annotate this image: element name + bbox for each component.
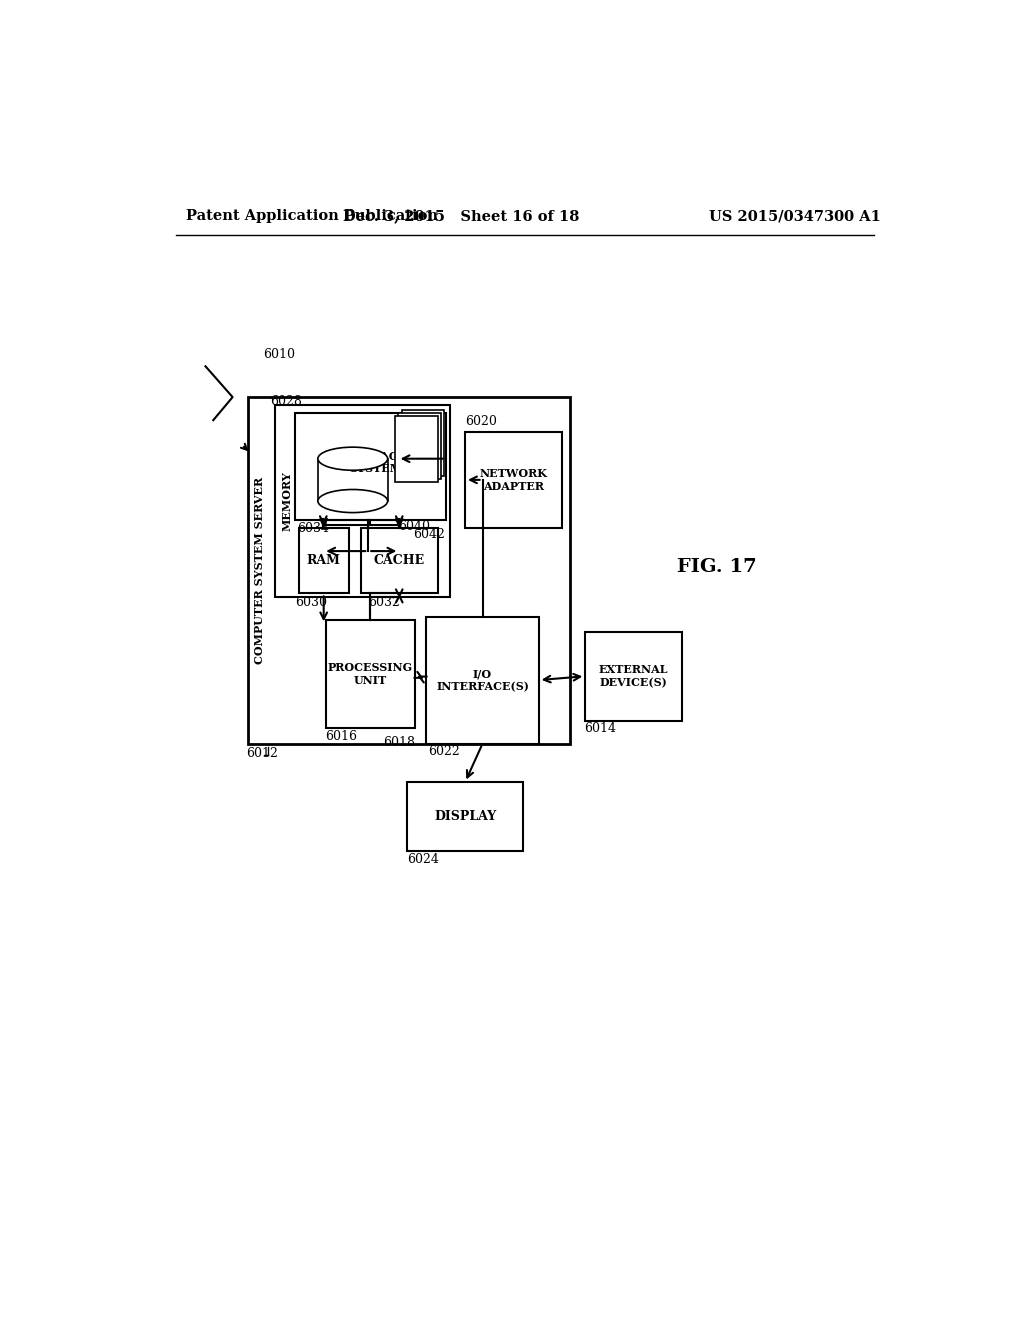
Text: Dec. 3, 2015   Sheet 16 of 18: Dec. 3, 2015 Sheet 16 of 18 xyxy=(343,209,580,223)
Text: 6010: 6010 xyxy=(263,348,296,362)
Bar xyxy=(275,405,450,598)
Bar xyxy=(407,781,523,851)
Text: 6018: 6018 xyxy=(383,737,415,748)
Text: COMPUTER SYSTEM SERVER: COMPUTER SYSTEM SERVER xyxy=(254,477,265,664)
Text: FIG. 17: FIG. 17 xyxy=(677,557,757,576)
Bar xyxy=(398,413,441,479)
Text: 6016: 6016 xyxy=(326,730,357,743)
Text: 6030: 6030 xyxy=(295,595,327,609)
Text: 6042: 6042 xyxy=(414,528,445,541)
Text: STORAGE
SYSTEM: STORAGE SYSTEM xyxy=(345,450,407,474)
Bar xyxy=(295,413,445,520)
Text: 6022: 6022 xyxy=(428,744,460,758)
Text: NETWORK
ADAPTER: NETWORK ADAPTER xyxy=(479,469,548,492)
Text: 6028: 6028 xyxy=(270,395,302,408)
Bar xyxy=(586,632,682,721)
Bar xyxy=(395,416,438,482)
Text: 6012: 6012 xyxy=(247,747,279,760)
Bar xyxy=(299,528,349,594)
Bar xyxy=(401,411,444,475)
Text: 6034: 6034 xyxy=(297,521,329,535)
Text: Patent Application Publication: Patent Application Publication xyxy=(186,209,438,223)
Text: 6020: 6020 xyxy=(465,414,497,428)
Text: 6024: 6024 xyxy=(407,853,439,866)
Bar xyxy=(360,528,438,594)
Text: I/O
INTERFACE(S): I/O INTERFACE(S) xyxy=(436,668,529,692)
Text: PROCESSING
UNIT: PROCESSING UNIT xyxy=(328,663,413,686)
Text: MEMORY: MEMORY xyxy=(282,471,293,531)
Text: 6032: 6032 xyxy=(369,595,400,609)
Text: CACHE: CACHE xyxy=(374,554,425,568)
Bar xyxy=(326,620,415,729)
Text: 6014: 6014 xyxy=(584,722,615,735)
Bar xyxy=(317,459,388,502)
Bar xyxy=(426,616,539,743)
Text: DISPLAY: DISPLAY xyxy=(434,810,497,824)
Text: EXTERNAL
DEVICE(S): EXTERNAL DEVICE(S) xyxy=(599,664,669,688)
Ellipse shape xyxy=(317,490,388,512)
Text: 6040: 6040 xyxy=(397,520,430,533)
Bar xyxy=(248,397,569,743)
Bar xyxy=(465,432,562,528)
Ellipse shape xyxy=(317,447,388,470)
Text: US 2015/0347300 A1: US 2015/0347300 A1 xyxy=(710,209,881,223)
Text: RAM: RAM xyxy=(307,554,341,568)
